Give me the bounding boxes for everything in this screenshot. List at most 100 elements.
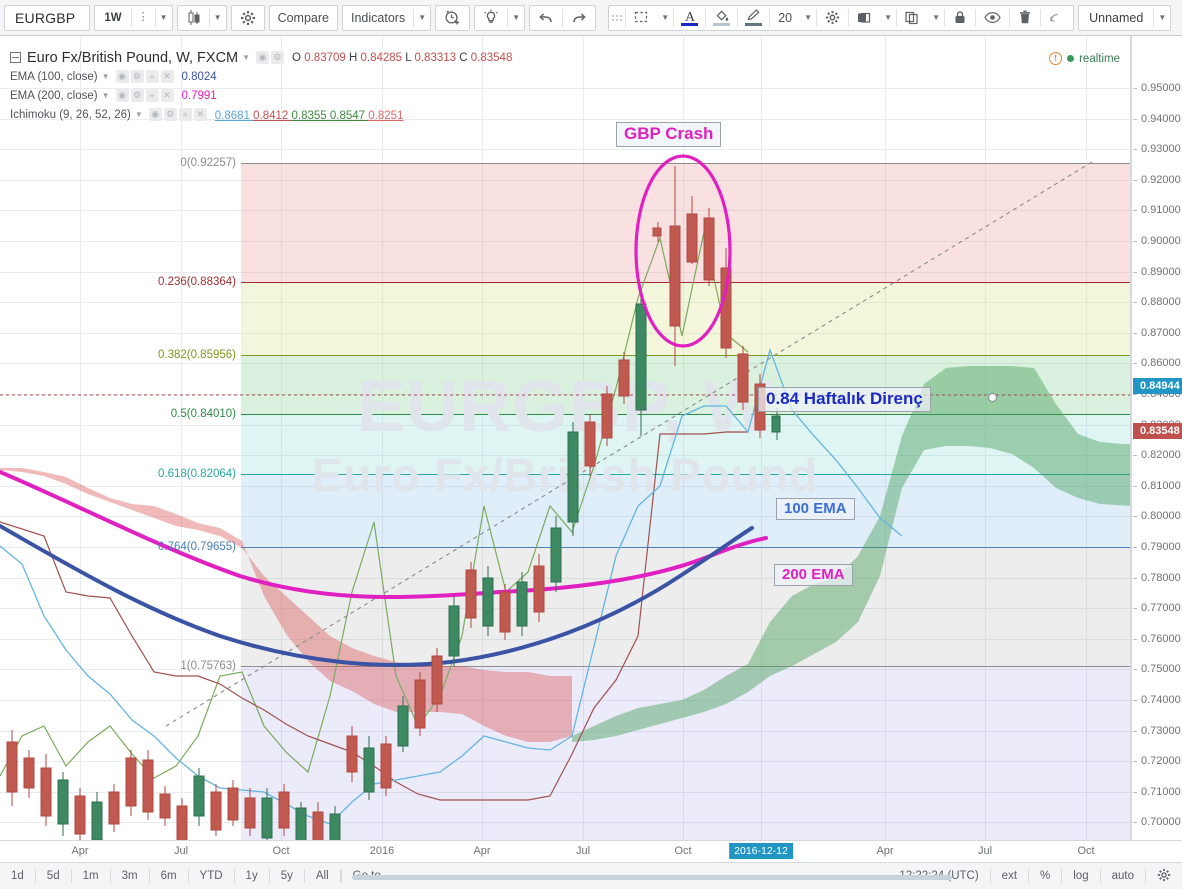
chevron-down-icon[interactable]: ▼ [101,91,110,100]
chevron-down-icon[interactable]: ▼ [804,13,813,22]
fib-level-line[interactable] [241,355,1130,356]
chevron-down-icon[interactable]: ▼ [159,13,168,22]
annotation-resistance-084[interactable]: 0.84 Haftalık Direnç [758,387,931,412]
range-1y[interactable]: 1y [245,870,258,882]
chevron-down-icon[interactable]: ▼ [242,53,251,62]
range-6m[interactable]: 6m [160,870,177,882]
add-icon[interactable]: + [145,89,159,102]
close-icon[interactable]: ✕ [160,89,174,102]
price-tick: 0.72000 [1132,755,1182,767]
range-1d[interactable]: 1d [11,870,24,882]
gear-icon[interactable]: ⚙ [130,89,144,102]
fib-level-line[interactable] [241,163,1130,164]
clone-icon[interactable] [897,6,928,30]
text-color-icon[interactable]: A [674,6,705,30]
gridline-v [583,36,584,840]
option-auto[interactable]: auto [1111,870,1134,882]
chevron-down-icon[interactable]: ▼ [213,13,222,22]
gear-icon[interactable] [232,6,264,30]
layout-name[interactable]: Unnamed [1089,10,1144,25]
fib-level-line[interactable] [241,666,1130,667]
drawing-toolbar: ▼ A 20 ▼ [608,4,1075,31]
eye-icon[interactable]: ◉ [148,108,162,121]
chevron-down-icon[interactable]: ▼ [512,13,521,22]
range-5y[interactable]: 5y [280,870,293,882]
gear-icon[interactable]: ⚙ [163,108,177,121]
gridline-v [1086,36,1087,840]
lock-icon[interactable] [945,6,975,30]
indicators-button[interactable]: Indicators [351,10,406,25]
study-name[interactable]: EMA (200, close) [10,89,98,102]
price-axis[interactable]: 0.95000 0.94000 0.93000 0.92000 0.91000 0.900… [1131,36,1182,859]
chevron-down-icon[interactable]: ▼ [418,13,427,22]
chart-pane[interactable]: EURGBP, W Euro Fx/British Pound [0,36,1131,840]
layers-icon[interactable] [849,6,880,30]
option-percent[interactable]: % [1040,870,1051,882]
study-name[interactable]: EMA (100, close) [10,70,98,83]
range-all[interactable]: All [315,870,329,882]
close-icon[interactable]: ✕ [193,108,207,121]
close-icon[interactable]: ✕ [160,70,174,83]
collapse-icon[interactable] [10,52,21,63]
chevron-down-icon[interactable]: ▼ [1158,13,1167,22]
chevron-down-icon[interactable]: ▼ [932,13,941,22]
more-timeframes-icon[interactable]: ⋮ [137,11,149,23]
gear-icon[interactable]: ⚙ [130,70,144,83]
pencil-icon[interactable] [738,6,769,30]
symbol-input[interactable]: EURGBP [15,9,76,26]
chevron-down-icon[interactable]: ▼ [884,13,893,22]
chevron-down-icon[interactable]: ▼ [134,110,143,119]
eye-icon[interactable]: ◉ [256,51,270,64]
option-ext[interactable]: ext [1001,870,1018,882]
time-axis[interactable]: Apr Jul Oct 2016 Apr Jul Oct Apr Jul Oct 2016-12-1… [0,840,1182,863]
price-tick: 0.87000 [1132,327,1182,339]
price-tick: 0.74000 [1132,694,1182,706]
price-tick: 0.77000 [1132,602,1182,614]
fib-level-line[interactable] [241,282,1130,283]
selection-handle[interactable] [988,393,997,402]
compare-button[interactable]: Compare [277,10,329,25]
drawing-settings-icon[interactable] [817,6,848,30]
chevron-down-icon[interactable]: ▼ [661,13,670,22]
indicators-group: Indicators ▼ [342,4,432,31]
fib-level-line[interactable] [241,474,1130,475]
high-value: 0.84285 [360,51,403,64]
range-5d[interactable]: 5d [46,870,60,882]
range-3m[interactable]: 3m [121,870,138,882]
option-log[interactable]: log [1073,870,1089,882]
annotation-ema-100[interactable]: 100 EMA [776,498,855,520]
chevron-down-icon[interactable]: ▼ [101,72,110,81]
eye-icon[interactable] [976,6,1009,30]
gridline-v [683,36,684,840]
range-1m[interactable]: 1m [82,870,99,882]
eye-icon[interactable]: ◉ [115,89,129,102]
timeframe-button[interactable]: 1W [104,11,122,24]
symbol-title[interactable]: Euro Fx/British Pound, W, FXCM [27,49,239,66]
range-ytd[interactable]: YTD [199,870,223,882]
alert-icon[interactable] [436,6,469,30]
annotation-ema-200[interactable]: 200 EMA [774,564,853,586]
horizontal-scrollbar[interactable] [352,875,952,880]
undo-icon[interactable] [530,6,562,30]
selection-icon[interactable] [626,6,657,30]
annotation-gbp-crash[interactable]: GBP Crash [616,122,722,147]
layout-selector[interactable]: Unnamed ▼ [1078,4,1172,31]
trash-icon[interactable] [1010,6,1040,30]
eye-icon[interactable]: ◉ [115,70,129,83]
study-name[interactable]: Ichimoku (9, 26, 52, 26) [10,108,131,121]
drag-handle-icon[interactable] [612,9,623,27]
fill-color-icon[interactable] [706,6,737,30]
candles-icon[interactable] [178,6,209,30]
add-icon[interactable]: + [145,70,159,83]
font-size-button[interactable]: 20 [778,10,793,25]
fib-level-label: 0.382(0.85956) [157,349,236,361]
redo-icon[interactable] [563,6,595,30]
warning-icon[interactable]: ! [1049,52,1063,65]
history-icon[interactable] [1041,6,1073,30]
kumo-bearish [0,468,572,742]
gear-icon[interactable] [1146,868,1182,885]
add-icon[interactable]: + [178,108,192,121]
lightbulb-icon[interactable] [475,6,507,30]
gear-icon[interactable]: ⚙ [271,51,285,64]
fib-level-line[interactable] [241,547,1130,548]
